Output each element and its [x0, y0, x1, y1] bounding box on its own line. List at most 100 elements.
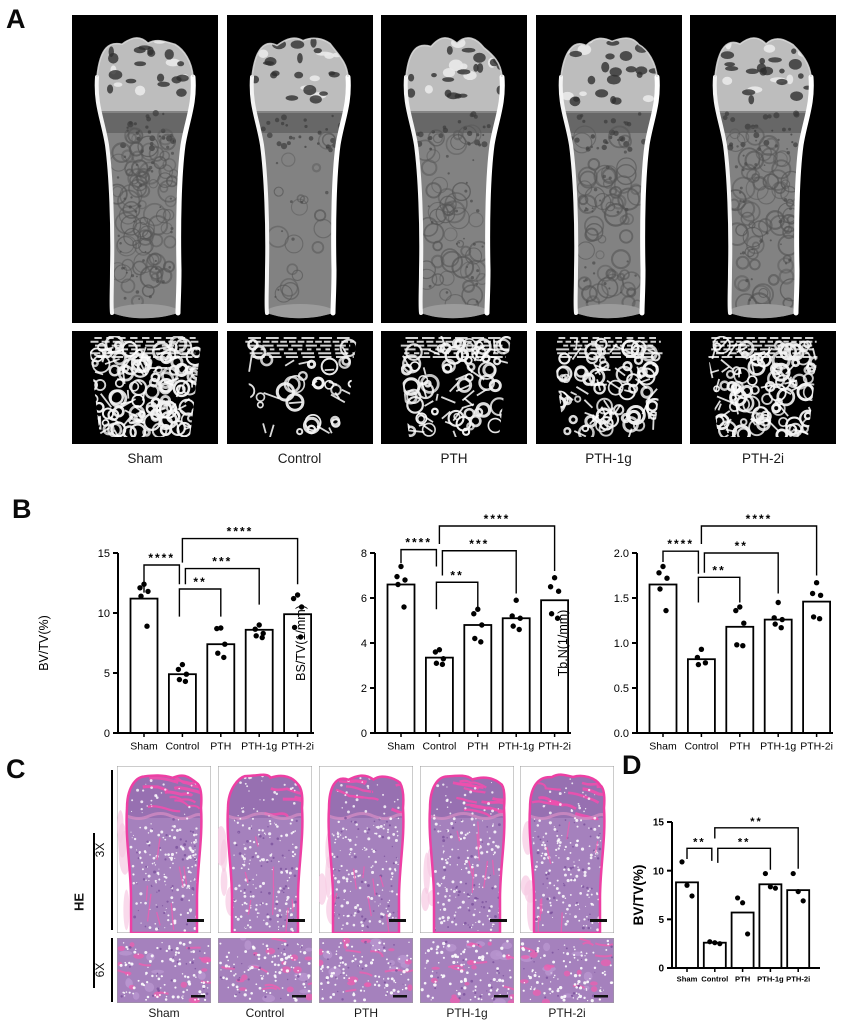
svg-text:5: 5	[658, 915, 664, 926]
panel-a-group-label-pth-1g: PTH-1g	[585, 451, 632, 466]
microct-scan-pth-2i	[690, 15, 836, 323]
panel-c-group-label-pth: PTH	[354, 1006, 378, 1020]
svg-text:***: ***	[469, 537, 489, 551]
svg-text:**: **	[450, 568, 463, 582]
panel-a-group-label-pth-2i: PTH-2i	[741, 451, 784, 466]
svg-text:**: **	[750, 816, 763, 828]
svg-text:PTH-1g: PTH-1g	[760, 741, 796, 753]
trabecular-render-pth-2i	[690, 331, 836, 444]
svg-text:***: ***	[212, 555, 232, 569]
panel-b-label: B	[12, 494, 32, 524]
panel-c-group-label-pth-1g: PTH-1g	[446, 1006, 488, 1020]
microct-scan-pth	[381, 15, 527, 323]
svg-text:PTH-2i: PTH-2i	[800, 741, 833, 753]
svg-text:PTH-2i: PTH-2i	[281, 741, 314, 753]
microct-scan-sham	[72, 15, 218, 323]
he-rule-line	[93, 833, 95, 988]
svg-text:Sham: Sham	[387, 741, 415, 753]
trabecular-render-sham	[72, 331, 218, 444]
panel-c-group-label-control: Control	[245, 1006, 285, 1020]
magnification-3x-label: 3X	[93, 842, 107, 858]
he-6x-pth-1g	[420, 938, 514, 1003]
he-3x-pth	[319, 766, 413, 933]
panel-a-group-label-pth: PTH	[440, 451, 468, 466]
panel-d-label: D	[622, 750, 642, 780]
svg-text:PTH-1g: PTH-1g	[757, 975, 784, 984]
svg-text:Control: Control	[701, 975, 728, 984]
svg-text:**: **	[693, 836, 706, 848]
svg-text:****: ****	[405, 536, 432, 550]
svg-text:PTH: PTH	[467, 741, 488, 753]
chart-bstv-per-mm: 0 2 4 6 8 Sham Control PTH PTH-1g PTH-2i BS/TV(1/m…	[294, 512, 571, 753]
he-6x-sham	[117, 938, 211, 1003]
svg-text:0: 0	[104, 728, 110, 740]
svg-text:Control: Control	[165, 741, 199, 753]
he-6x-pth-2i	[520, 938, 614, 1003]
svg-text:4: 4	[361, 638, 367, 650]
svg-text:****: ****	[484, 512, 511, 526]
svg-text:Sham: Sham	[677, 975, 698, 984]
svg-text:0.0: 0.0	[614, 728, 629, 740]
svg-text:10: 10	[653, 866, 665, 877]
svg-text:PTH-2i: PTH-2i	[786, 975, 810, 984]
svg-text:Control: Control	[422, 741, 456, 753]
microct-scan-pth-1g	[535, 15, 682, 323]
svg-text:****: ****	[746, 512, 773, 526]
svg-text:0: 0	[658, 964, 664, 975]
svg-text:PTH: PTH	[729, 741, 750, 753]
svg-text:PTH: PTH	[735, 975, 750, 984]
svg-text:PTH-1g: PTH-1g	[241, 741, 277, 753]
svg-text:Sham: Sham	[130, 741, 158, 753]
svg-text:1.0: 1.0	[614, 638, 629, 650]
chart-tbn-per-mm: 0.0 0.5 1.0 1.5 2.0 Sham Control PTH PTH-1g PTH-2…	[556, 512, 833, 753]
svg-text:2: 2	[361, 683, 367, 695]
svg-text:**: **	[712, 563, 725, 577]
svg-text:2.0: 2.0	[614, 548, 629, 560]
svg-text:6: 6	[361, 593, 367, 605]
svg-text:0.5: 0.5	[614, 683, 629, 695]
magnification-6x-label: 6X	[93, 962, 107, 978]
panel-a-label: A	[6, 4, 26, 34]
he-3x-pth-2i	[520, 766, 614, 933]
chart-bvtv-percent: 0 5 10 15 Sham Control PTH PTH-1g PTH-2i BV/TV(%)…	[37, 525, 314, 753]
svg-text:PTH-1g: PTH-1g	[498, 741, 534, 753]
svg-text:Control: Control	[684, 741, 718, 753]
svg-text:1.5: 1.5	[614, 593, 629, 605]
he-6x-pth	[319, 938, 413, 1003]
panel-a-group-label-sham: Sham	[127, 451, 163, 466]
mag-3x-rule-line	[111, 770, 113, 930]
svg-text:8: 8	[361, 548, 367, 560]
panel-c-group-label-sham: Sham	[148, 1006, 180, 1020]
svg-text:10: 10	[98, 608, 110, 620]
svg-text:PTH: PTH	[210, 741, 231, 753]
svg-text:15: 15	[98, 548, 110, 560]
svg-text:****: ****	[148, 551, 175, 565]
stain-he-label: HE	[71, 892, 87, 912]
panel-a-group-label-control: Control	[277, 451, 322, 466]
trabecular-render-pth-1g	[535, 331, 682, 444]
he-3x-sham	[117, 766, 211, 933]
trabecular-render-control	[226, 331, 373, 444]
trabecular-render-pth	[381, 331, 527, 444]
svg-text:**: **	[193, 575, 206, 589]
svg-text:5: 5	[104, 668, 110, 680]
he-3x-control	[218, 766, 312, 933]
svg-text:Tb.N(1/mm): Tb.N(1/mm)	[556, 610, 570, 677]
panel-c-group-label-pth-2i: PTH-2i	[548, 1006, 586, 1020]
svg-text:Sham: Sham	[649, 741, 677, 753]
he-6x-control	[218, 938, 312, 1003]
svg-text:15: 15	[653, 818, 665, 829]
svg-text:**: **	[738, 836, 751, 848]
svg-text:BV/TV(%): BV/TV(%)	[37, 615, 51, 671]
panel-c-label: C	[6, 754, 26, 784]
svg-text:**: **	[735, 539, 748, 553]
svg-text:BS/TV(1/mm): BS/TV(1/mm)	[294, 605, 308, 681]
mag-6x-rule-line	[111, 938, 113, 1002]
svg-text:PTH-2i: PTH-2i	[538, 741, 571, 753]
svg-text:****: ****	[227, 525, 254, 539]
he-3x-pth-1g	[420, 766, 514, 933]
svg-text:0: 0	[361, 728, 367, 740]
microct-scan-control	[226, 15, 373, 323]
svg-text:****: ****	[667, 537, 694, 551]
